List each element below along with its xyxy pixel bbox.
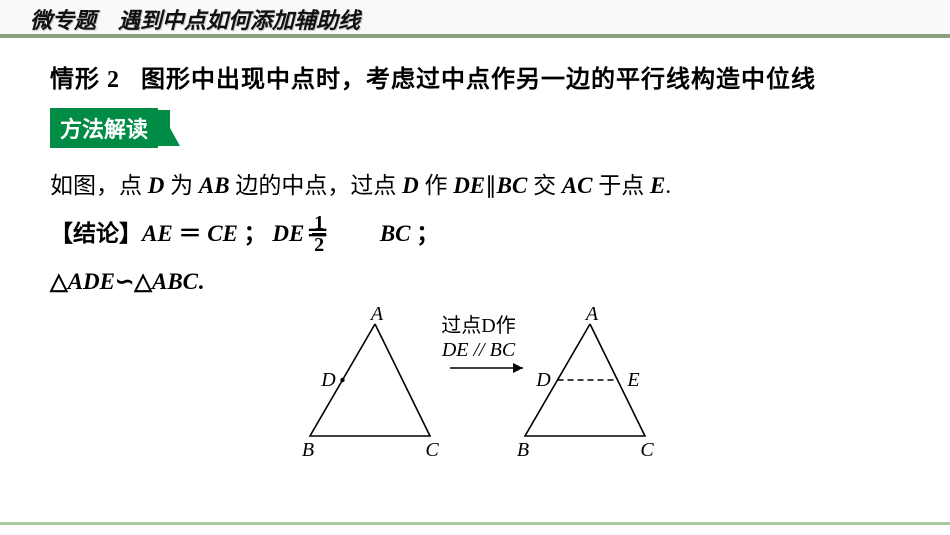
svg-text:B: B: [302, 439, 314, 461]
var-ADE: ADE: [68, 269, 115, 294]
var-ABC: ABC: [152, 269, 198, 294]
var-AC: AC: [562, 173, 593, 198]
parallel-symbol: ∥: [485, 173, 497, 198]
t-prefix: 如图，点: [50, 173, 148, 198]
var-BC-c: BC: [380, 221, 411, 246]
conclusion-line-1: 【结论】AE ＝ CE ； DE 12＝ BC ；: [50, 210, 900, 258]
svg-text:过点D作: 过点D作: [441, 314, 515, 337]
t2: 为: [164, 173, 199, 198]
semi1: ；: [238, 221, 273, 246]
content: 情形 2 图形中出现中点时，考虑过中点作另一边的平行线构造中位线 方法解读 如图…: [0, 38, 950, 461]
body-text: 如图，点 D 为 AB 边的中点，过点 D 作 DE∥BC 交 AC 于点 E.…: [50, 162, 900, 307]
svg-text:C: C: [640, 439, 654, 461]
case-label: 情形 2: [50, 67, 120, 93]
svg-text:D: D: [320, 369, 336, 391]
case-title: 情形 2 图形中出现中点时，考虑过中点作另一边的平行线构造中位线: [50, 58, 900, 104]
var-AB: AB: [199, 173, 230, 198]
conclusion-label: 【结论】: [50, 221, 142, 246]
t4: 作: [419, 173, 454, 198]
period: .: [198, 269, 204, 294]
var-E: E: [650, 173, 665, 198]
problem-line: 如图，点 D 为 AB 边的中点，过点 D 作 DE∥BC 交 AC 于点 E.: [50, 162, 900, 210]
t7: .: [665, 173, 671, 198]
eq2: ＝: [306, 221, 329, 246]
t5: 交: [527, 173, 562, 198]
svg-text:DE // BC: DE // BC: [441, 339, 516, 361]
semi2: ；: [411, 221, 440, 246]
svg-text:B: B: [517, 439, 529, 461]
var-D2: D: [402, 173, 419, 198]
t3: 边的中点，过点: [230, 173, 403, 198]
sim-symbol: ∽: [115, 269, 134, 294]
header-title: 微专题 遇到中点如何添加辅助线: [30, 3, 360, 35]
method-box: 方法解读: [50, 108, 158, 148]
footer-line: [0, 522, 950, 525]
svg-text:A: A: [584, 306, 599, 325]
var-D: D: [148, 173, 165, 198]
var-DE-c: DE: [272, 221, 304, 246]
header: 微专题 遇到中点如何添加辅助线: [0, 0, 950, 38]
svg-text:C: C: [425, 439, 439, 461]
var-AE-c: AE: [142, 221, 173, 246]
var-BC: BC: [497, 173, 528, 198]
eq1: ＝: [173, 221, 208, 246]
conclusion-line-2: △ADE∽△ABC.: [50, 258, 900, 306]
method-label: 方法解读: [50, 108, 180, 148]
case-text: 图形中出现中点时，考虑过中点作另一边的平行线构造中位线: [141, 67, 816, 93]
svg-text:A: A: [369, 306, 384, 325]
tri2: △: [134, 269, 152, 294]
geometry-diagram: A B C D A B C D E 过点D作DE // BC: [255, 306, 695, 461]
method-tail-icon: [158, 110, 180, 146]
tri1: △: [50, 269, 68, 294]
var-CE-c: CE: [207, 221, 238, 246]
t6: 于点: [593, 173, 651, 198]
var-DE: DE: [453, 173, 485, 198]
svg-text:D: D: [535, 369, 551, 391]
svg-text:E: E: [626, 369, 639, 391]
diagram-row: A B C D A B C D E 过点D作DE // BC: [50, 306, 900, 461]
